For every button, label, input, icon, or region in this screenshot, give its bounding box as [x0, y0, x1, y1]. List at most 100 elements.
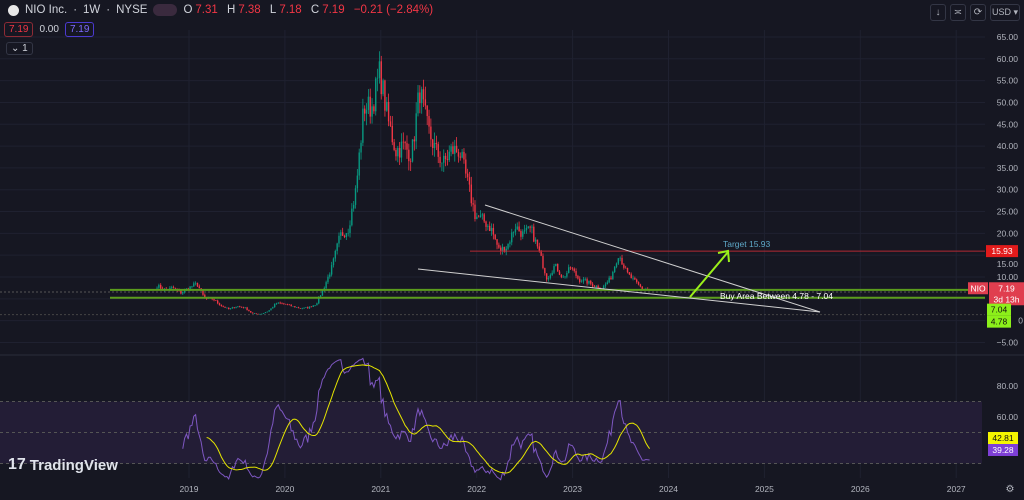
visibility-toggle[interactable] — [153, 4, 178, 16]
symbol-name[interactable]: NIO Inc. — [25, 4, 68, 16]
candle-body — [556, 263, 559, 272]
candle-body — [202, 290, 204, 295]
candle-body — [338, 235, 340, 244]
arrow-down-icon[interactable]: ↓ — [930, 4, 946, 21]
candle-body — [437, 144, 439, 157]
candle-body — [496, 239, 498, 245]
candle-body — [244, 307, 246, 309]
candle-body — [490, 227, 493, 232]
settings-icon: ⚙ — [1006, 484, 1015, 495]
candle-body — [283, 303, 285, 305]
candle-body — [316, 303, 318, 306]
candle-body — [189, 286, 191, 290]
candle-body — [415, 113, 417, 142]
candle-body — [426, 105, 428, 117]
candle-body — [248, 310, 250, 312]
candle-body — [630, 274, 632, 279]
interval[interactable]: 1W — [83, 4, 101, 16]
countdown-tag: 3d 13h — [994, 294, 1020, 304]
countdown-tag-bg — [989, 293, 1024, 306]
candle-body — [336, 243, 338, 251]
ohlc-values: O 7.31 H 7.38 L 7.18 C 7.19 −0.21 (−2.84%) — [183, 4, 434, 16]
candle-body — [518, 226, 520, 232]
candle-body — [500, 247, 502, 252]
candle-body — [292, 306, 294, 307]
time-tick-label: 2023 — [563, 484, 582, 494]
candle-body — [512, 232, 515, 233]
candle-body — [569, 267, 572, 269]
candle-body — [224, 306, 226, 308]
price-tick-label: 40.00 — [997, 141, 1019, 151]
candle-body — [472, 203, 474, 205]
candle-body — [242, 307, 245, 308]
candle-body — [593, 286, 596, 287]
candle-body — [389, 121, 392, 126]
tradingview-watermark: 17 TradingView — [8, 456, 118, 474]
collapse-icon[interactable]: ≍ — [950, 4, 966, 21]
indicators-collapse-button[interactable]: ⌄ 1 — [6, 42, 33, 55]
candle-body — [474, 204, 476, 220]
candle-body — [452, 146, 454, 154]
candle-body — [455, 145, 458, 153]
candle-body — [196, 282, 199, 287]
candle-body — [534, 239, 537, 242]
rsi-tick-label: 60.00 — [997, 412, 1019, 422]
candle-body — [624, 267, 627, 269]
nio-logo-icon — [8, 4, 19, 16]
upper-trendline — [484, 204, 821, 313]
price-tick-label: 15.00 — [997, 259, 1019, 269]
candle-body — [312, 305, 314, 307]
candle-body — [308, 306, 311, 309]
candle-body — [251, 312, 254, 314]
candle-body — [216, 300, 219, 304]
refresh-icon[interactable]: ⟳ — [970, 4, 986, 21]
zone-low-tag-bg — [987, 315, 1011, 328]
candle-body — [613, 266, 616, 272]
candle-body — [222, 306, 224, 307]
candle-body — [595, 285, 597, 287]
time-tick-label: 2022 — [467, 484, 486, 494]
candle-body — [479, 215, 482, 218]
candle-body — [158, 285, 160, 288]
candle-body — [636, 279, 638, 283]
candle-body — [375, 78, 377, 112]
candle-body — [262, 313, 265, 314]
candle-body — [398, 148, 401, 158]
candle-body — [544, 268, 546, 274]
candle-body — [580, 281, 583, 283]
candle-body — [562, 276, 564, 278]
candle-body — [468, 177, 471, 185]
candle-body — [430, 126, 432, 140]
candle-body — [395, 149, 397, 157]
last-price-tag: 7.19 — [998, 283, 1015, 293]
candle-body — [432, 139, 434, 149]
candle-body — [573, 268, 575, 272]
candle-body — [343, 235, 346, 238]
candle-body — [318, 297, 320, 304]
quote-row: 7.19 0.00 7.19 — [4, 22, 95, 37]
sell-button[interactable]: 7.19 — [4, 22, 34, 37]
candle-body — [446, 159, 449, 161]
candle-body — [575, 271, 577, 276]
time-tick-label: 2025 — [755, 484, 774, 494]
candle-body — [514, 229, 517, 233]
candle-body — [571, 268, 574, 269]
currency-select[interactable]: USD ▾ — [990, 4, 1020, 21]
candle-body — [327, 276, 329, 283]
time-tick-label: 2021 — [371, 484, 390, 494]
candle-body — [259, 314, 261, 315]
candle-body — [463, 151, 465, 160]
candle-body — [466, 173, 469, 178]
candle-body — [299, 308, 302, 309]
candle-body — [590, 280, 592, 284]
chart-toolbar: ↓ ≍ ⟳ USD ▾ — [930, 4, 1020, 21]
candle-body — [538, 246, 541, 251]
candle-body — [525, 227, 528, 231]
buy-button[interactable]: 7.19 — [64, 22, 95, 37]
candle-body — [384, 80, 386, 111]
candle-body — [171, 287, 173, 288]
price-tick-label: 30.00 — [997, 185, 1019, 195]
rsi-ma-line — [206, 364, 650, 474]
candle-body — [378, 61, 381, 78]
